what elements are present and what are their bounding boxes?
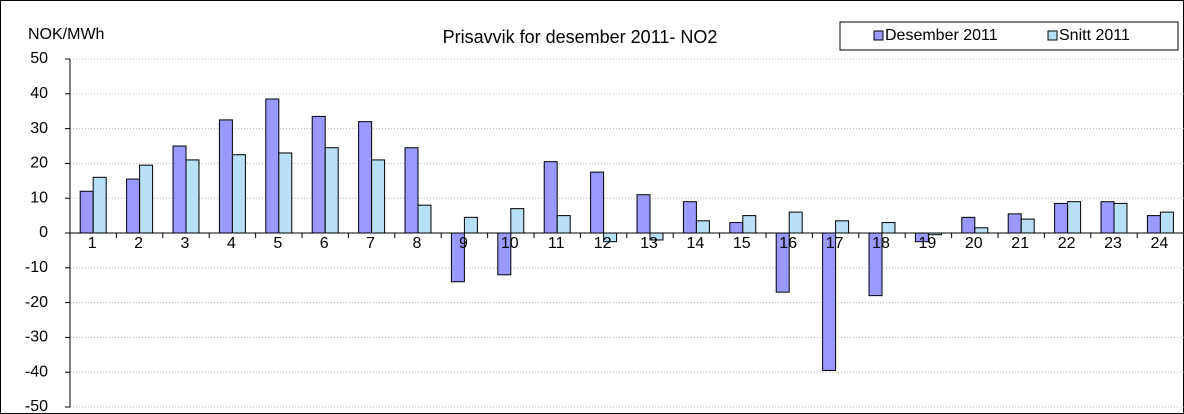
bar bbox=[324, 147, 339, 234]
bar bbox=[695, 220, 710, 234]
bar bbox=[463, 216, 478, 234]
bar bbox=[1113, 202, 1128, 234]
legend-label: Desember 2011 bbox=[885, 27, 998, 44]
x-tick-label: 13 bbox=[640, 235, 658, 252]
bar bbox=[265, 98, 280, 234]
bar bbox=[371, 159, 386, 234]
y-tick-label: 0 bbox=[39, 224, 48, 241]
x-tick-label: 17 bbox=[826, 235, 844, 252]
bar bbox=[590, 171, 605, 234]
x-tick-label: 20 bbox=[965, 235, 983, 252]
bar bbox=[1054, 202, 1069, 234]
bar bbox=[185, 159, 200, 234]
bar bbox=[729, 222, 744, 234]
x-tick-label: 23 bbox=[1104, 235, 1122, 252]
x-tick-label: 16 bbox=[779, 235, 797, 252]
bar bbox=[1067, 201, 1082, 234]
y-tick-label: 30 bbox=[30, 120, 48, 137]
x-tick-label: 6 bbox=[320, 235, 329, 252]
y-tick-label: -10 bbox=[25, 259, 48, 276]
x-tick-label: 9 bbox=[459, 235, 468, 252]
x-tick-label: 3 bbox=[181, 235, 190, 252]
bar bbox=[311, 115, 326, 234]
bar bbox=[172, 145, 187, 234]
y-tick-label: -20 bbox=[25, 294, 48, 311]
bar bbox=[835, 220, 850, 234]
bar bbox=[510, 208, 525, 234]
legend-swatch bbox=[873, 30, 884, 41]
bar bbox=[1020, 218, 1035, 234]
bar bbox=[636, 194, 651, 234]
x-tick-label: 15 bbox=[733, 235, 751, 252]
y-tick-label: 20 bbox=[30, 155, 48, 172]
bar bbox=[543, 161, 558, 234]
bar bbox=[742, 215, 757, 234]
y-tick-label: -50 bbox=[25, 398, 48, 414]
bar bbox=[231, 154, 246, 234]
x-tick-label: 19 bbox=[919, 235, 937, 252]
bar bbox=[278, 152, 293, 234]
legend-label: Snitt 2011 bbox=[1059, 27, 1130, 44]
x-tick-label: 24 bbox=[1151, 235, 1169, 252]
y-tick-label: 10 bbox=[30, 189, 48, 206]
bar bbox=[1100, 201, 1115, 234]
y-tick-label: -40 bbox=[25, 363, 48, 380]
x-tick-label: 7 bbox=[366, 235, 375, 252]
bar bbox=[79, 190, 94, 234]
bar bbox=[139, 164, 154, 234]
bar bbox=[218, 119, 233, 234]
bar bbox=[92, 176, 107, 234]
x-tick-label: 5 bbox=[273, 235, 282, 252]
x-tick-label: 10 bbox=[501, 235, 519, 252]
bar bbox=[358, 121, 373, 234]
legend-box bbox=[839, 21, 1179, 51]
x-tick-label: 11 bbox=[548, 235, 565, 252]
bar bbox=[961, 216, 976, 234]
bar bbox=[682, 201, 697, 234]
y-axis-label: NOK/MWh bbox=[28, 26, 104, 43]
y-tick-label: 40 bbox=[30, 85, 48, 102]
x-tick-label: 2 bbox=[134, 235, 143, 252]
x-tick-label: 18 bbox=[872, 235, 890, 252]
bar bbox=[126, 178, 141, 234]
bar bbox=[417, 204, 432, 234]
bar bbox=[788, 211, 803, 234]
bar bbox=[404, 147, 419, 234]
chart-title: Prisavvik for desember 2011- NO2 bbox=[443, 27, 718, 47]
x-tick-label: 8 bbox=[413, 235, 422, 252]
bar bbox=[1007, 213, 1022, 234]
x-tick-label: 4 bbox=[227, 235, 236, 252]
x-tick-label: 1 bbox=[88, 235, 97, 252]
x-tick-label: 14 bbox=[687, 235, 705, 252]
bar bbox=[556, 215, 571, 234]
y-tick-label: -30 bbox=[25, 329, 48, 346]
bar bbox=[1146, 215, 1161, 234]
bar bbox=[1159, 211, 1174, 234]
x-tick-label: 12 bbox=[594, 235, 612, 252]
x-tick-label: 22 bbox=[1058, 235, 1076, 252]
y-tick-label: 50 bbox=[30, 50, 48, 67]
legend-swatch bbox=[1047, 30, 1058, 41]
bar bbox=[822, 232, 837, 371]
bar bbox=[974, 227, 989, 234]
x-tick-label: 21 bbox=[1011, 235, 1029, 252]
bar bbox=[881, 222, 896, 234]
